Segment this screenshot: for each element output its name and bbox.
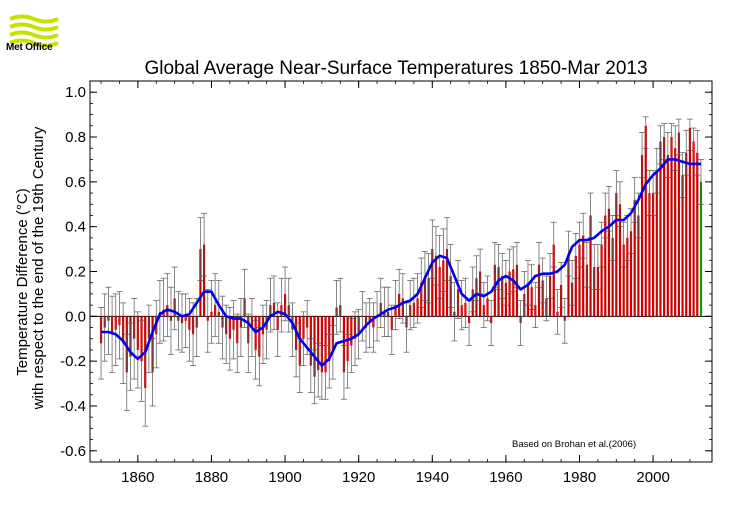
anomaly-bar	[537, 264, 541, 317]
anomaly-bar	[497, 267, 500, 317]
x-tick-label: 1940	[416, 469, 449, 486]
anomaly-bar	[663, 137, 666, 317]
logo-wave-1	[9, 14, 59, 24]
logo-wave-4	[9, 38, 59, 48]
smoothed-line	[101, 158, 701, 367]
anomaly-bar	[320, 316, 323, 373]
anomaly-bar	[659, 141, 662, 317]
y-axis-label-line2: with respect to the end of the 19th Cent…	[30, 126, 47, 410]
anomaly-bar	[637, 215, 640, 317]
anomaly-bar	[670, 137, 673, 317]
y-tick-label: 0.4	[65, 219, 86, 236]
x-tick-label: 1920	[342, 469, 375, 486]
anomaly-bar	[515, 264, 519, 317]
y-tick-label: 0.0	[65, 308, 86, 325]
anomaly-bar	[596, 267, 600, 317]
logo-wave-2	[9, 22, 59, 32]
y-tick-label: -0.2	[60, 353, 86, 370]
anomaly-bar	[582, 235, 585, 317]
met-office-logo	[9, 14, 59, 48]
plot-frame	[89, 80, 713, 463]
x-tick-label: 1860	[121, 469, 154, 486]
anomaly-bar	[655, 170, 658, 317]
anomaly-bar	[574, 255, 577, 317]
anomaly-bar	[674, 148, 677, 317]
anomaly-bar	[512, 269, 515, 317]
x-tick-label: 1880	[195, 469, 228, 486]
anomaly-bar	[644, 125, 647, 317]
anomaly-bar	[696, 152, 699, 317]
anomaly-bar	[688, 128, 692, 317]
anomaly-bar	[589, 215, 592, 317]
anomaly-bar	[604, 215, 607, 317]
source-annotation: Based on Brohan et al.(2006)	[512, 439, 636, 450]
anomaly-bar	[615, 193, 618, 317]
anomaly-bar	[648, 193, 651, 317]
plot-area: -0.6 -0.4 -0.2 0.0 0.2 0.4 0.6 0.8 1.0 1860 1880 19…	[60, 81, 712, 486]
anomaly-bar	[202, 244, 206, 317]
x-tick-label: 2000	[636, 469, 669, 486]
anomaly-bar	[585, 264, 588, 317]
anomaly-bar	[626, 237, 629, 317]
anomaly-bar	[313, 316, 316, 377]
y-tick-label: 0.8	[65, 129, 86, 146]
anomaly-bar	[552, 244, 555, 317]
anomaly-bar	[685, 152, 688, 317]
brand-name: Met Office	[6, 42, 53, 53]
anomaly-bar	[342, 316, 346, 373]
anomaly-bar	[618, 204, 622, 317]
anomaly-bar	[324, 316, 327, 373]
logo-wave-3	[9, 30, 59, 40]
anomaly-bar	[567, 253, 570, 317]
anomaly-bar	[600, 244, 603, 317]
anomaly-bar	[629, 231, 633, 317]
anomaly-bar	[633, 199, 636, 317]
y-tick-label: -0.6	[60, 443, 86, 460]
anomaly-bar	[434, 255, 438, 317]
anomaly-bar	[199, 249, 202, 317]
anomaly-bar	[578, 244, 581, 317]
anomaly-bar	[622, 244, 625, 317]
final-year-bar	[699, 181, 703, 317]
anomaly-bar	[431, 249, 434, 317]
x-tick-label: 1900	[268, 469, 301, 486]
y-axis-label-line1: Temperature Difference (°C)	[14, 188, 31, 375]
anomaly-bar	[593, 267, 596, 317]
anomaly-bar	[681, 175, 684, 317]
y-tick-label: 0.6	[65, 174, 86, 191]
y-tick-label: -0.4	[60, 398, 86, 415]
anomaly-bar	[640, 154, 644, 317]
y-tick-label: 1.0	[65, 84, 86, 101]
x-tick-label: 1980	[563, 469, 596, 486]
x-tick-label: 1960	[489, 469, 522, 486]
chart-title: Global Average Near-Surface Temperatures…	[144, 58, 647, 79]
anomaly-bar	[611, 237, 614, 317]
anomaly-bar	[677, 132, 680, 317]
anomaly-bar	[607, 208, 611, 317]
anomaly-bar	[652, 193, 655, 317]
anomaly-bar	[666, 154, 669, 317]
anomaly-bar	[445, 249, 449, 317]
y-tick-label: 0.2	[65, 264, 86, 281]
anomaly-bar	[692, 141, 695, 317]
anomaly-bar	[493, 264, 496, 317]
